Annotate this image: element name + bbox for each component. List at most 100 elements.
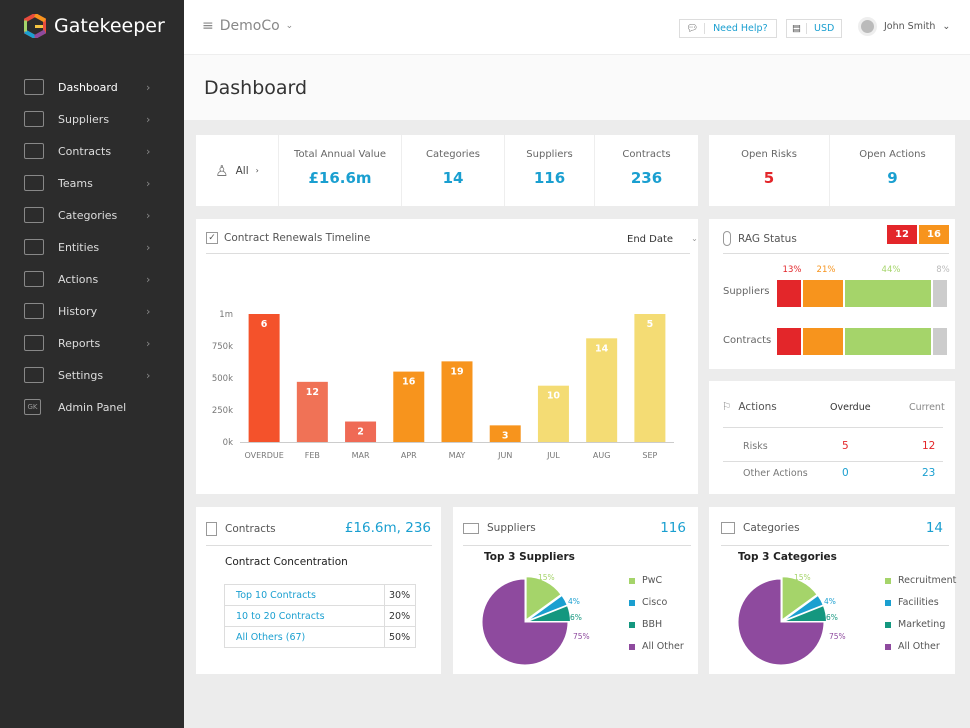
- section-title: Top 3 Suppliers: [484, 551, 575, 563]
- sidebar-item-entities[interactable]: Entities ›: [0, 232, 184, 262]
- rag-segment-suppliers[interactable]: [777, 280, 801, 307]
- pie-slice-all-other[interactable]: [481, 578, 569, 666]
- card-title: Categories: [743, 522, 800, 534]
- section-title: Top 3 Categories: [738, 551, 837, 563]
- bar-jul[interactable]: [537, 385, 569, 442]
- pie-slice-recruitment[interactable]: [781, 576, 818, 621]
- owner-filter[interactable]: ♙ All ›: [196, 135, 279, 206]
- bar-aug[interactable]: [586, 338, 618, 442]
- x-tick-label: APR: [401, 451, 417, 460]
- pie-slice-bbh[interactable]: [527, 605, 571, 623]
- current-value[interactable]: 23: [922, 467, 936, 479]
- pie-chart: 15% 4% 6% 75%: [737, 573, 846, 666]
- sidebar-item-admin-panel[interactable]: GK Admin Panel: [0, 392, 184, 422]
- stat-categories[interactable]: Categories 14: [402, 135, 505, 206]
- user-menu[interactable]: John Smith ⌄: [858, 17, 950, 36]
- sidebar-item-reports[interactable]: Reports ›: [0, 328, 184, 358]
- bar-mar[interactable]: [345, 421, 377, 442]
- pie-slice-all-other[interactable]: [737, 578, 825, 666]
- legend-swatch: [885, 621, 891, 628]
- table-row[interactable]: Top 10 Contracts 30%: [224, 584, 416, 606]
- row-label: Risks: [743, 441, 768, 452]
- bar-jun[interactable]: [489, 425, 521, 442]
- gear-icon: [24, 367, 44, 383]
- rag-segment-suppliers[interactable]: [933, 280, 947, 307]
- rag-segment-contracts[interactable]: [777, 328, 801, 355]
- rag-segment-contracts[interactable]: [845, 328, 931, 355]
- bar-count-label: 10: [547, 391, 561, 402]
- bar-sep[interactable]: [634, 314, 666, 442]
- sidebar-item-label: Suppliers: [58, 112, 110, 126]
- chevron-right-icon: ›: [146, 176, 151, 190]
- pie-pct-label: 6%: [570, 613, 582, 622]
- rag-segment-contracts[interactable]: [933, 328, 947, 355]
- rag-segment-suppliers[interactable]: [845, 280, 931, 307]
- pie-chart: 15% 4% 6% 75%: [481, 573, 590, 666]
- sort-select[interactable]: End Date ⌄: [627, 234, 698, 245]
- row-link[interactable]: 10 to 20 Contracts: [224, 605, 385, 627]
- sidebar-item-dashboard[interactable]: Dashboard ›: [0, 72, 184, 102]
- stat-suppliers[interactable]: Suppliers 116: [505, 135, 595, 206]
- bar-apr[interactable]: [393, 371, 425, 442]
- chevron-right-icon: ›: [146, 272, 151, 286]
- stat-open-actions[interactable]: Open Actions 9: [830, 135, 955, 206]
- sidebar-item-teams[interactable]: Teams ›: [0, 168, 184, 198]
- pie-slice-cisco[interactable]: [526, 594, 568, 622]
- table-row[interactable]: 10 to 20 Contracts 20%: [224, 605, 416, 627]
- legend-item[interactable]: Facilities: [885, 597, 939, 608]
- card-title: Actions: [738, 401, 777, 413]
- sidebar-item-actions[interactable]: Actions ›: [0, 264, 184, 294]
- rag-amber-badge[interactable]: 16: [919, 225, 949, 244]
- stat-open-risks[interactable]: Open Risks 5: [709, 135, 830, 206]
- rag-segment-contracts[interactable]: [803, 328, 843, 355]
- bar-overdue[interactable]: [248, 314, 280, 442]
- document-icon: [24, 143, 44, 159]
- pie-slice-pwc[interactable]: [525, 576, 562, 621]
- legend-item[interactable]: Recruitment: [885, 575, 956, 586]
- legend-item[interactable]: All Other: [629, 641, 684, 652]
- users-icon: [24, 175, 44, 191]
- sidebar-item-history[interactable]: History ›: [0, 296, 184, 326]
- row-link[interactable]: All Others (67): [224, 626, 385, 648]
- legend-swatch: [885, 599, 891, 606]
- x-tick-label: FEB: [305, 451, 320, 460]
- stat-total-value[interactable]: Total Annual Value £16.6m: [279, 135, 402, 206]
- legend-item[interactable]: Marketing: [885, 619, 945, 630]
- legend-item[interactable]: All Other: [885, 641, 940, 652]
- sidebar-item-categories[interactable]: Categories ›: [0, 200, 184, 230]
- need-help-button[interactable]: 💬︎ Need Help?: [679, 19, 777, 38]
- pie-pct-label: 4%: [824, 597, 836, 606]
- divider: [723, 427, 943, 428]
- table-row[interactable]: All Others (67) 50%: [224, 626, 416, 648]
- current-value[interactable]: 12: [922, 440, 936, 452]
- currency-selector[interactable]: ▤ USD: [786, 19, 843, 38]
- stat-value: 116: [533, 169, 566, 187]
- divider: [206, 545, 432, 546]
- column-header-current: Current: [909, 402, 945, 413]
- rag-red-badge[interactable]: 12: [887, 225, 917, 244]
- legend-item[interactable]: BBH: [629, 619, 662, 630]
- bar-feb[interactable]: [296, 381, 328, 442]
- legend-item[interactable]: Cisco: [629, 597, 667, 608]
- bar-may[interactable]: [441, 361, 473, 442]
- pie-slice-facilities[interactable]: [782, 594, 824, 622]
- company-selector[interactable]: ≡ DemoCo ⌄: [202, 18, 293, 34]
- stat-contracts[interactable]: Contracts 236: [595, 135, 698, 206]
- sort-value: End Date: [627, 234, 674, 245]
- sidebar-item-label: Teams: [58, 176, 93, 190]
- overdue-value[interactable]: 0: [842, 467, 849, 479]
- row-label: Other Actions: [743, 468, 808, 479]
- pie-slice-marketing[interactable]: [783, 605, 827, 623]
- chevron-right-icon: ›: [146, 368, 151, 382]
- legend-label: All Other: [642, 641, 684, 652]
- sidebar-item-settings[interactable]: Settings ›: [0, 360, 184, 390]
- row-link[interactable]: Top 10 Contracts: [224, 584, 385, 606]
- divider: [206, 253, 690, 254]
- rag-segment-suppliers[interactable]: [803, 280, 843, 307]
- overdue-value[interactable]: 5: [842, 440, 849, 452]
- logo[interactable]: Gatekeeper: [24, 14, 165, 38]
- sidebar-item-suppliers[interactable]: Suppliers ›: [0, 104, 184, 134]
- legend-item[interactable]: PwC: [629, 575, 662, 586]
- sidebar-item-contracts[interactable]: Contracts ›: [0, 136, 184, 166]
- pie-pct-label: 75%: [829, 632, 846, 641]
